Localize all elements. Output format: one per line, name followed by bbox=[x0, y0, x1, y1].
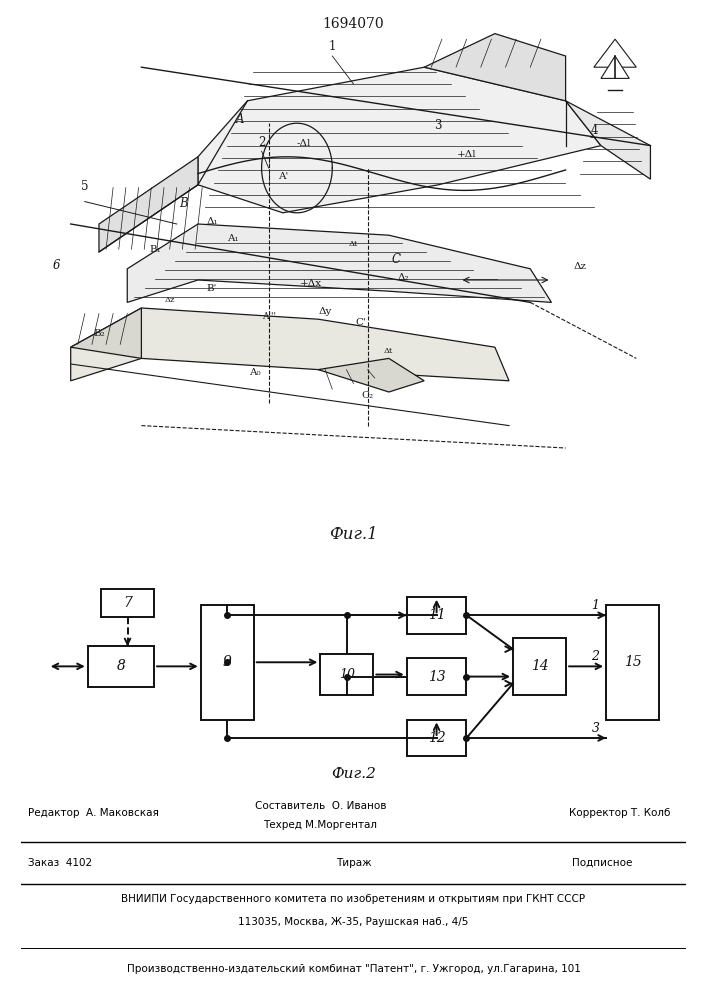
Bar bbox=[606, 605, 659, 720]
Text: Δz: Δz bbox=[165, 296, 175, 304]
Polygon shape bbox=[566, 101, 650, 179]
Text: Δz: Δz bbox=[573, 262, 586, 271]
Text: 5: 5 bbox=[81, 180, 88, 193]
Bar bbox=[407, 720, 467, 756]
Text: B': B' bbox=[207, 284, 217, 293]
Text: Фиг.1: Фиг.1 bbox=[329, 526, 378, 543]
Text: 1: 1 bbox=[329, 40, 336, 53]
Text: Тираж: Тираж bbox=[336, 858, 371, 868]
Text: +Δx: +Δx bbox=[300, 279, 322, 288]
Text: Заказ  4102: Заказ 4102 bbox=[28, 858, 92, 868]
Bar bbox=[101, 589, 154, 617]
Text: Δy: Δy bbox=[319, 307, 332, 316]
Polygon shape bbox=[71, 308, 509, 381]
Polygon shape bbox=[198, 67, 601, 213]
Text: 2: 2 bbox=[591, 650, 600, 663]
Text: C₂: C₂ bbox=[361, 391, 374, 400]
Text: 4: 4 bbox=[590, 124, 597, 137]
Text: 9: 9 bbox=[223, 655, 232, 669]
Bar bbox=[513, 638, 566, 695]
Text: 3: 3 bbox=[591, 722, 600, 735]
Text: ВНИИПИ Государственного комитета по изобретениям и открытиям при ГКНТ СССР: ВНИИПИ Государственного комитета по изоб… bbox=[122, 894, 585, 904]
Text: Корректор Т. Колб: Корректор Т. Колб bbox=[568, 808, 670, 818]
Polygon shape bbox=[594, 39, 636, 67]
Polygon shape bbox=[424, 34, 566, 101]
Polygon shape bbox=[71, 308, 141, 358]
Text: 2: 2 bbox=[258, 136, 265, 149]
Polygon shape bbox=[99, 157, 198, 252]
Bar bbox=[407, 658, 467, 695]
Text: 3: 3 bbox=[435, 119, 442, 132]
Text: 15: 15 bbox=[624, 655, 641, 669]
Text: Δ₁: Δ₁ bbox=[206, 217, 218, 226]
Text: 11: 11 bbox=[428, 608, 445, 622]
Text: A: A bbox=[236, 113, 245, 126]
Text: C': C' bbox=[355, 318, 366, 327]
Polygon shape bbox=[127, 224, 551, 302]
Text: B₁: B₁ bbox=[150, 245, 161, 254]
Text: +Δl: +Δl bbox=[457, 150, 477, 159]
Text: 7: 7 bbox=[123, 596, 132, 610]
Text: A₁: A₁ bbox=[228, 234, 239, 243]
Polygon shape bbox=[318, 358, 424, 392]
Text: Техред М.Моргентал: Техред М.Моргентал bbox=[263, 820, 378, 830]
Text: A₀: A₀ bbox=[249, 368, 260, 377]
Text: 12: 12 bbox=[428, 731, 445, 745]
Text: Δ₂: Δ₂ bbox=[397, 273, 409, 282]
Text: B₂: B₂ bbox=[93, 329, 105, 338]
Text: 113035, Москва, Ж-35, Раушская наб., 4/5: 113035, Москва, Ж-35, Раушская наб., 4/5 bbox=[238, 917, 469, 927]
Bar bbox=[407, 597, 467, 634]
Text: -Δl: -Δl bbox=[297, 139, 311, 148]
Text: 1: 1 bbox=[591, 599, 600, 612]
Text: Подписное: Подписное bbox=[572, 858, 633, 868]
Polygon shape bbox=[601, 56, 629, 78]
Text: 14: 14 bbox=[531, 659, 549, 673]
Text: C: C bbox=[392, 253, 400, 266]
Text: Редактор  А. Маковская: Редактор А. Маковская bbox=[28, 808, 159, 818]
Bar bbox=[201, 605, 254, 720]
Text: Производственно-издательский комбинат "Патент", г. Ужгород, ул.Гагарина, 101: Производственно-издательский комбинат "П… bbox=[127, 964, 580, 974]
Text: 13: 13 bbox=[428, 670, 445, 684]
Text: Фиг.2: Фиг.2 bbox=[331, 767, 376, 781]
Text: Δt: Δt bbox=[384, 347, 394, 355]
Bar bbox=[320, 654, 373, 695]
Text: 6: 6 bbox=[53, 259, 60, 272]
Text: 1694070: 1694070 bbox=[322, 17, 385, 31]
Text: 10: 10 bbox=[339, 668, 355, 681]
Text: 8: 8 bbox=[117, 659, 125, 673]
Text: B: B bbox=[180, 197, 188, 210]
Bar bbox=[88, 646, 154, 687]
Text: Δt: Δt bbox=[349, 240, 358, 248]
Text: A': A' bbox=[278, 172, 288, 181]
Text: A''': A''' bbox=[262, 312, 276, 321]
Text: Составитель  О. Иванов: Составитель О. Иванов bbox=[255, 801, 386, 811]
